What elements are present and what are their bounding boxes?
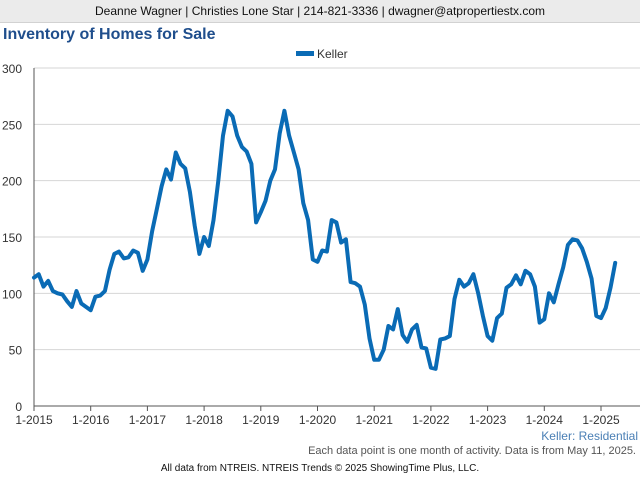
legend-swatch xyxy=(296,51,314,56)
axes xyxy=(33,68,640,411)
y-tick-label: 250 xyxy=(2,118,22,132)
x-tick-label: 1-2023 xyxy=(469,413,507,427)
grid-lines xyxy=(34,67,640,351)
x-tick-label: 1-2018 xyxy=(185,413,223,427)
series-caption: Keller: Residential xyxy=(541,429,638,443)
legend-label: Keller xyxy=(317,47,348,61)
x-tick-label: 1-2022 xyxy=(412,413,450,427)
x-tick-label: 1-2020 xyxy=(299,413,337,427)
data-note: Each data point is one month of activity… xyxy=(308,445,636,457)
y-tick-label: 150 xyxy=(2,231,22,245)
x-tick-label: 1-2019 xyxy=(242,413,280,427)
agent-contact-line: Deanne Wagner | Christies Lone Star | 21… xyxy=(95,4,545,18)
x-tick-labels: 1-2015 1-2016 1-2017 1-2018 1-2019 1-2020 1-20… xyxy=(15,413,620,427)
y-tick-label: 200 xyxy=(2,175,22,189)
y-tick-label: 300 xyxy=(2,62,22,76)
series-lines xyxy=(32,108,618,371)
x-tick-label: 1-2015 xyxy=(15,413,53,427)
legend: Keller xyxy=(296,47,348,61)
x-tick-label: 1-2016 xyxy=(72,413,110,427)
header-bar: Deanne Wagner | Christies Lone Star | 21… xyxy=(0,0,640,23)
footer-credit: All data from NTREIS. NTREIS Trends © 20… xyxy=(160,463,480,474)
y-tick-label: 100 xyxy=(2,287,22,301)
y-tick-label: 0 xyxy=(15,400,22,414)
x-tick-label: 1-2024 xyxy=(526,413,564,427)
x-tick-label: 1-2021 xyxy=(356,413,394,427)
chart-title: Inventory of Homes for Sale xyxy=(3,26,216,43)
x-tick-label: 1-2025 xyxy=(582,413,620,427)
y-tick-label: 50 xyxy=(9,344,23,358)
x-tick-label: 1-2017 xyxy=(129,413,167,427)
series-line-keller xyxy=(32,108,618,371)
y-tick-labels: 0 50 100 150 200 250 300 xyxy=(2,62,22,414)
